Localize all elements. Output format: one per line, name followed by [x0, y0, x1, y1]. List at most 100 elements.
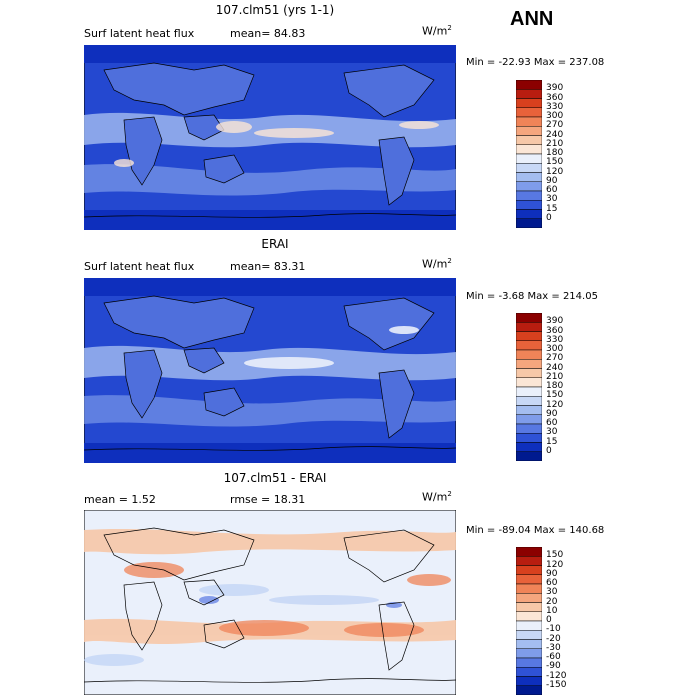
- colorbar-label: 150: [546, 550, 564, 561]
- colorbar-label: 30: [546, 587, 558, 598]
- colorbar-swatch: [516, 433, 542, 443]
- colorbar-label: 15: [546, 436, 558, 447]
- colorbar-swatch: [516, 414, 542, 425]
- colorbar-swatch: [516, 340, 542, 351]
- colorbar-swatch: [516, 218, 542, 228]
- colorbar-label: 90: [546, 568, 558, 579]
- colorbar-swatch: [516, 386, 542, 397]
- colorbar-label: 210: [546, 371, 564, 382]
- colorbar-swatch: [516, 648, 542, 659]
- colorbar-label: 390: [546, 83, 564, 94]
- colorbar-swatch: [516, 574, 542, 585]
- colorbar-swatch: [516, 602, 542, 612]
- panel-1-map: [84, 45, 456, 230]
- colorbar-label: 360: [546, 92, 564, 103]
- colorbar-swatch: [516, 359, 542, 369]
- colorbar-swatch: [516, 98, 542, 108]
- colorbar-swatch: [516, 377, 542, 388]
- colorbar-swatch: [516, 313, 542, 323]
- colorbar-label: 0: [546, 615, 552, 625]
- panel-2-variable-label: Surf latent heat flux: [84, 260, 195, 273]
- colorbar-swatch: [516, 685, 542, 695]
- colorbar-swatch: [516, 547, 542, 557]
- colorbar-label: -10: [546, 624, 561, 635]
- panel-3-colorbar: [516, 547, 542, 695]
- colorbar-label: -60: [546, 652, 561, 662]
- colorbar-label: 120: [546, 166, 564, 177]
- panel-3-map: [84, 510, 456, 695]
- colorbar-swatch: [516, 172, 542, 182]
- colorbar-label: 20: [546, 596, 558, 607]
- colorbar-swatch: [516, 620, 542, 631]
- colorbar-swatch: [516, 181, 542, 192]
- panel-3-min-max: Min = -89.04 Max = 140.68: [466, 525, 605, 536]
- colorbar-swatch: [516, 667, 542, 677]
- colorbar-swatch: [516, 676, 542, 686]
- colorbar-label: -20: [546, 633, 561, 644]
- colorbar-swatch: [516, 451, 542, 461]
- colorbar-swatch: [516, 556, 542, 566]
- colorbar-swatch: [516, 209, 542, 219]
- colorbar-label: 180: [546, 148, 564, 158]
- colorbar-swatch: [516, 135, 542, 145]
- colorbar-swatch: [516, 190, 542, 201]
- colorbar-swatch: [516, 396, 542, 406]
- colorbar-label: 240: [546, 129, 564, 140]
- colorbar-label: 360: [546, 325, 564, 336]
- panel-1-mean: mean= 84.83: [230, 27, 306, 40]
- colorbar-label: -120: [546, 670, 567, 681]
- colorbar-swatch: [516, 153, 542, 164]
- colorbar-swatch: [516, 116, 542, 127]
- colorbar-label: 270: [546, 120, 564, 131]
- panel-1-min-max: Min = -22.93 Max = 237.08: [466, 57, 605, 68]
- colorbar-label: 15: [546, 203, 558, 214]
- colorbar-swatch: [516, 565, 542, 575]
- colorbar-label: 390: [546, 316, 564, 327]
- colorbar-label: 10: [546, 605, 558, 616]
- colorbar-swatch: [516, 163, 542, 173]
- panel-2-map: [84, 278, 456, 463]
- colorbar-label: 0: [546, 445, 552, 456]
- panel-2-min-max: Min = -3.68 Max = 214.05: [466, 291, 598, 302]
- colorbar-swatch: [516, 630, 542, 640]
- panel-2-colorbar: [516, 313, 542, 461]
- colorbar-label: 120: [546, 399, 564, 410]
- colorbar-swatch: [516, 322, 542, 332]
- colorbar-swatch: [516, 611, 542, 622]
- colorbar-label: 60: [546, 185, 558, 195]
- panel-1-units: W/m2: [422, 24, 452, 38]
- colorbar-label: 180: [546, 381, 564, 391]
- colorbar-label: -150: [546, 679, 567, 690]
- colorbar-swatch: [516, 80, 542, 90]
- colorbar-label: 300: [546, 344, 564, 354]
- colorbar-swatch: [516, 126, 542, 136]
- colorbar-label: -90: [546, 661, 561, 672]
- colorbar-swatch: [516, 657, 542, 668]
- panel-3-rmse: rmse = 18.31: [230, 493, 306, 506]
- colorbar-label: 90: [546, 408, 558, 419]
- colorbar-swatch: [516, 405, 542, 415]
- panel-3-units: W/m2: [422, 490, 452, 504]
- colorbar-swatch: [516, 583, 542, 594]
- panel-2-mean: mean= 83.31: [230, 260, 306, 273]
- colorbar-swatch: [516, 639, 542, 649]
- colorbar-swatch: [516, 423, 542, 434]
- colorbar-swatch: [516, 593, 542, 603]
- colorbar-swatch: [516, 144, 542, 155]
- panel-3-mean: mean = 1.52: [84, 493, 156, 506]
- colorbar-label: 150: [546, 157, 564, 168]
- panel-3-title: 107.clm51 - ERAI: [223, 471, 327, 485]
- colorbar-label: 60: [546, 418, 558, 428]
- colorbar-swatch: [516, 331, 542, 341]
- colorbar-swatch: [516, 200, 542, 210]
- panel-1-variable-label: Surf latent heat flux: [84, 27, 195, 40]
- colorbar-label: 30: [546, 194, 558, 205]
- colorbar-swatch: [516, 442, 542, 452]
- season-label: ANN: [510, 8, 554, 30]
- colorbar-swatch: [516, 368, 542, 378]
- colorbar-label: 330: [546, 334, 564, 345]
- colorbar-label: 240: [546, 362, 564, 373]
- panel-1-colorbar: [516, 80, 542, 228]
- panel-2-title: ERAI: [261, 237, 289, 251]
- colorbar-label: 270: [546, 353, 564, 364]
